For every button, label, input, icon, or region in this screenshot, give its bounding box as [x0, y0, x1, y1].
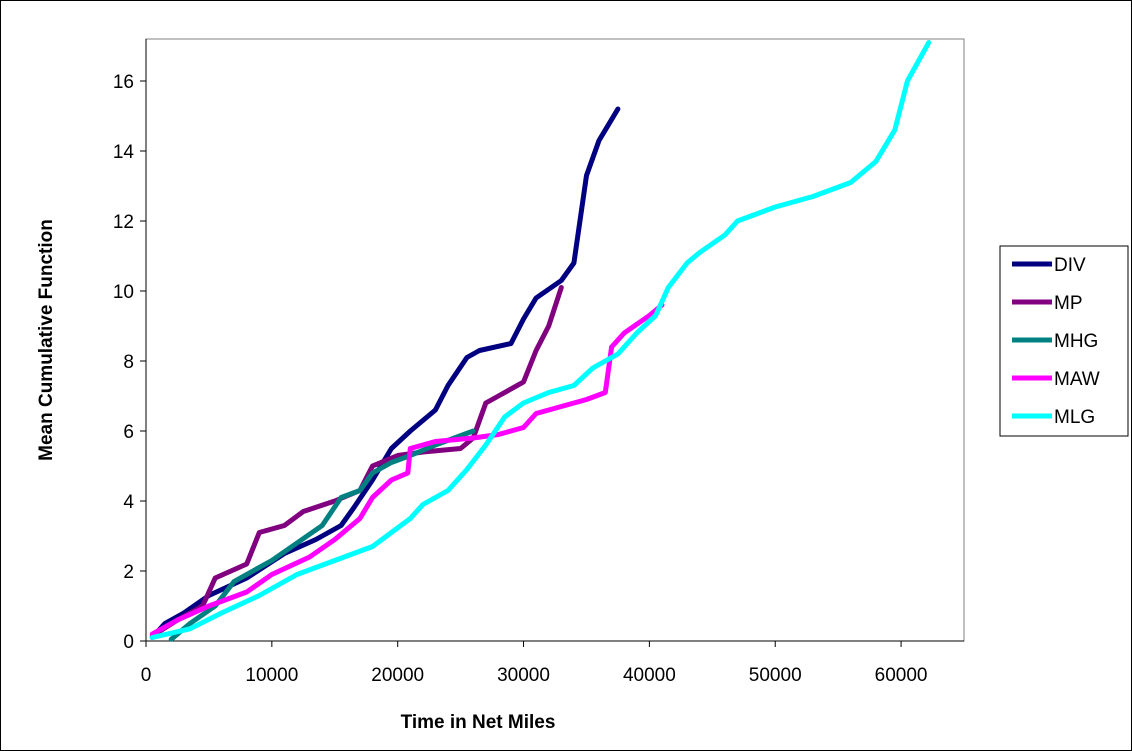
y-tick-label: 0	[123, 632, 134, 653]
x-tick-label: 20000	[371, 665, 424, 686]
y-tick-label: 2	[123, 562, 134, 583]
series-line-mlg	[149, 40, 932, 640]
legend-label-div: DIV	[1054, 255, 1086, 276]
series-line-maw	[149, 302, 665, 637]
y-tick-label: 8	[123, 352, 134, 373]
x-tick-label: 30000	[497, 665, 550, 686]
axes-layer: 0 2 4 6 8 10 12 14 16 0 10000 20000 30000 40000 50000 6…	[113, 39, 964, 686]
y-tick-label: 12	[113, 212, 134, 233]
y-tick-label: 16	[113, 72, 134, 93]
x-tick-label: 50000	[749, 665, 802, 686]
x-axis-title: Time in Net Miles	[401, 712, 556, 733]
y-axis-title: Mean Cumulative Function	[36, 219, 57, 461]
y-tick-label: 6	[123, 422, 134, 443]
series-layer	[149, 40, 932, 642]
legend-label-mp: MP	[1054, 293, 1083, 314]
plot-area	[145, 38, 965, 642]
x-tick-label: 40000	[623, 665, 676, 686]
y-tick-label: 14	[113, 142, 135, 163]
legend-label-mhg: MHG	[1054, 331, 1098, 352]
x-tick-label: 10000	[245, 665, 298, 686]
legend-items: DIV MP MHG MAW MLG	[1012, 255, 1100, 428]
x-tick-label: 0	[141, 665, 152, 686]
legend-label-maw: MAW	[1054, 369, 1100, 390]
series-line-div	[149, 106, 621, 640]
series-line-mp	[149, 285, 564, 639]
legend: DIV MP MHG MAW MLG	[999, 245, 1129, 437]
y-tick-label: 4	[123, 492, 134, 513]
legend-label-mlg: MLG	[1054, 407, 1095, 428]
y-tick-label: 10	[113, 282, 134, 303]
x-tick-label: 60000	[875, 665, 928, 686]
